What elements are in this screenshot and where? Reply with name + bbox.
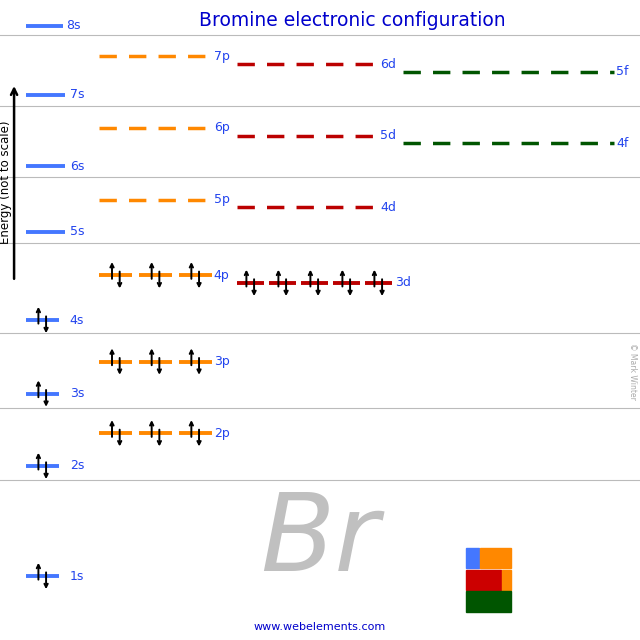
Text: 4s: 4s xyxy=(70,314,84,326)
Text: 4p: 4p xyxy=(214,269,230,282)
Bar xyxy=(466,570,501,590)
Text: 2p: 2p xyxy=(214,427,230,440)
Text: 4d: 4d xyxy=(380,201,396,214)
Text: 6p: 6p xyxy=(214,122,230,134)
Text: 3s: 3s xyxy=(70,387,84,400)
Text: 4f: 4f xyxy=(616,137,628,150)
Text: 7p: 7p xyxy=(214,50,230,63)
Bar xyxy=(502,570,511,590)
Bar xyxy=(466,548,479,568)
Text: 5p: 5p xyxy=(214,193,230,206)
Text: www.webelements.com: www.webelements.com xyxy=(254,622,386,632)
Text: 6s: 6s xyxy=(70,160,84,173)
Text: 5s: 5s xyxy=(70,225,84,238)
Text: Br: Br xyxy=(260,488,380,593)
Text: 3p: 3p xyxy=(214,355,230,368)
Bar xyxy=(480,548,511,568)
Text: 3d: 3d xyxy=(396,276,412,289)
Text: 2s: 2s xyxy=(70,460,84,472)
Text: 7s: 7s xyxy=(70,88,84,101)
Text: 1s: 1s xyxy=(70,570,84,582)
Text: Bromine electronic configuration: Bromine electronic configuration xyxy=(198,11,506,30)
Bar xyxy=(466,591,511,612)
Text: Energy (not to scale): Energy (not to scale) xyxy=(0,121,12,244)
Text: 5f: 5f xyxy=(616,65,629,78)
Text: 8s: 8s xyxy=(66,19,81,32)
Text: 5d: 5d xyxy=(380,129,396,142)
Text: 6d: 6d xyxy=(380,58,396,70)
Text: © Mark Winter: © Mark Winter xyxy=(628,343,637,399)
